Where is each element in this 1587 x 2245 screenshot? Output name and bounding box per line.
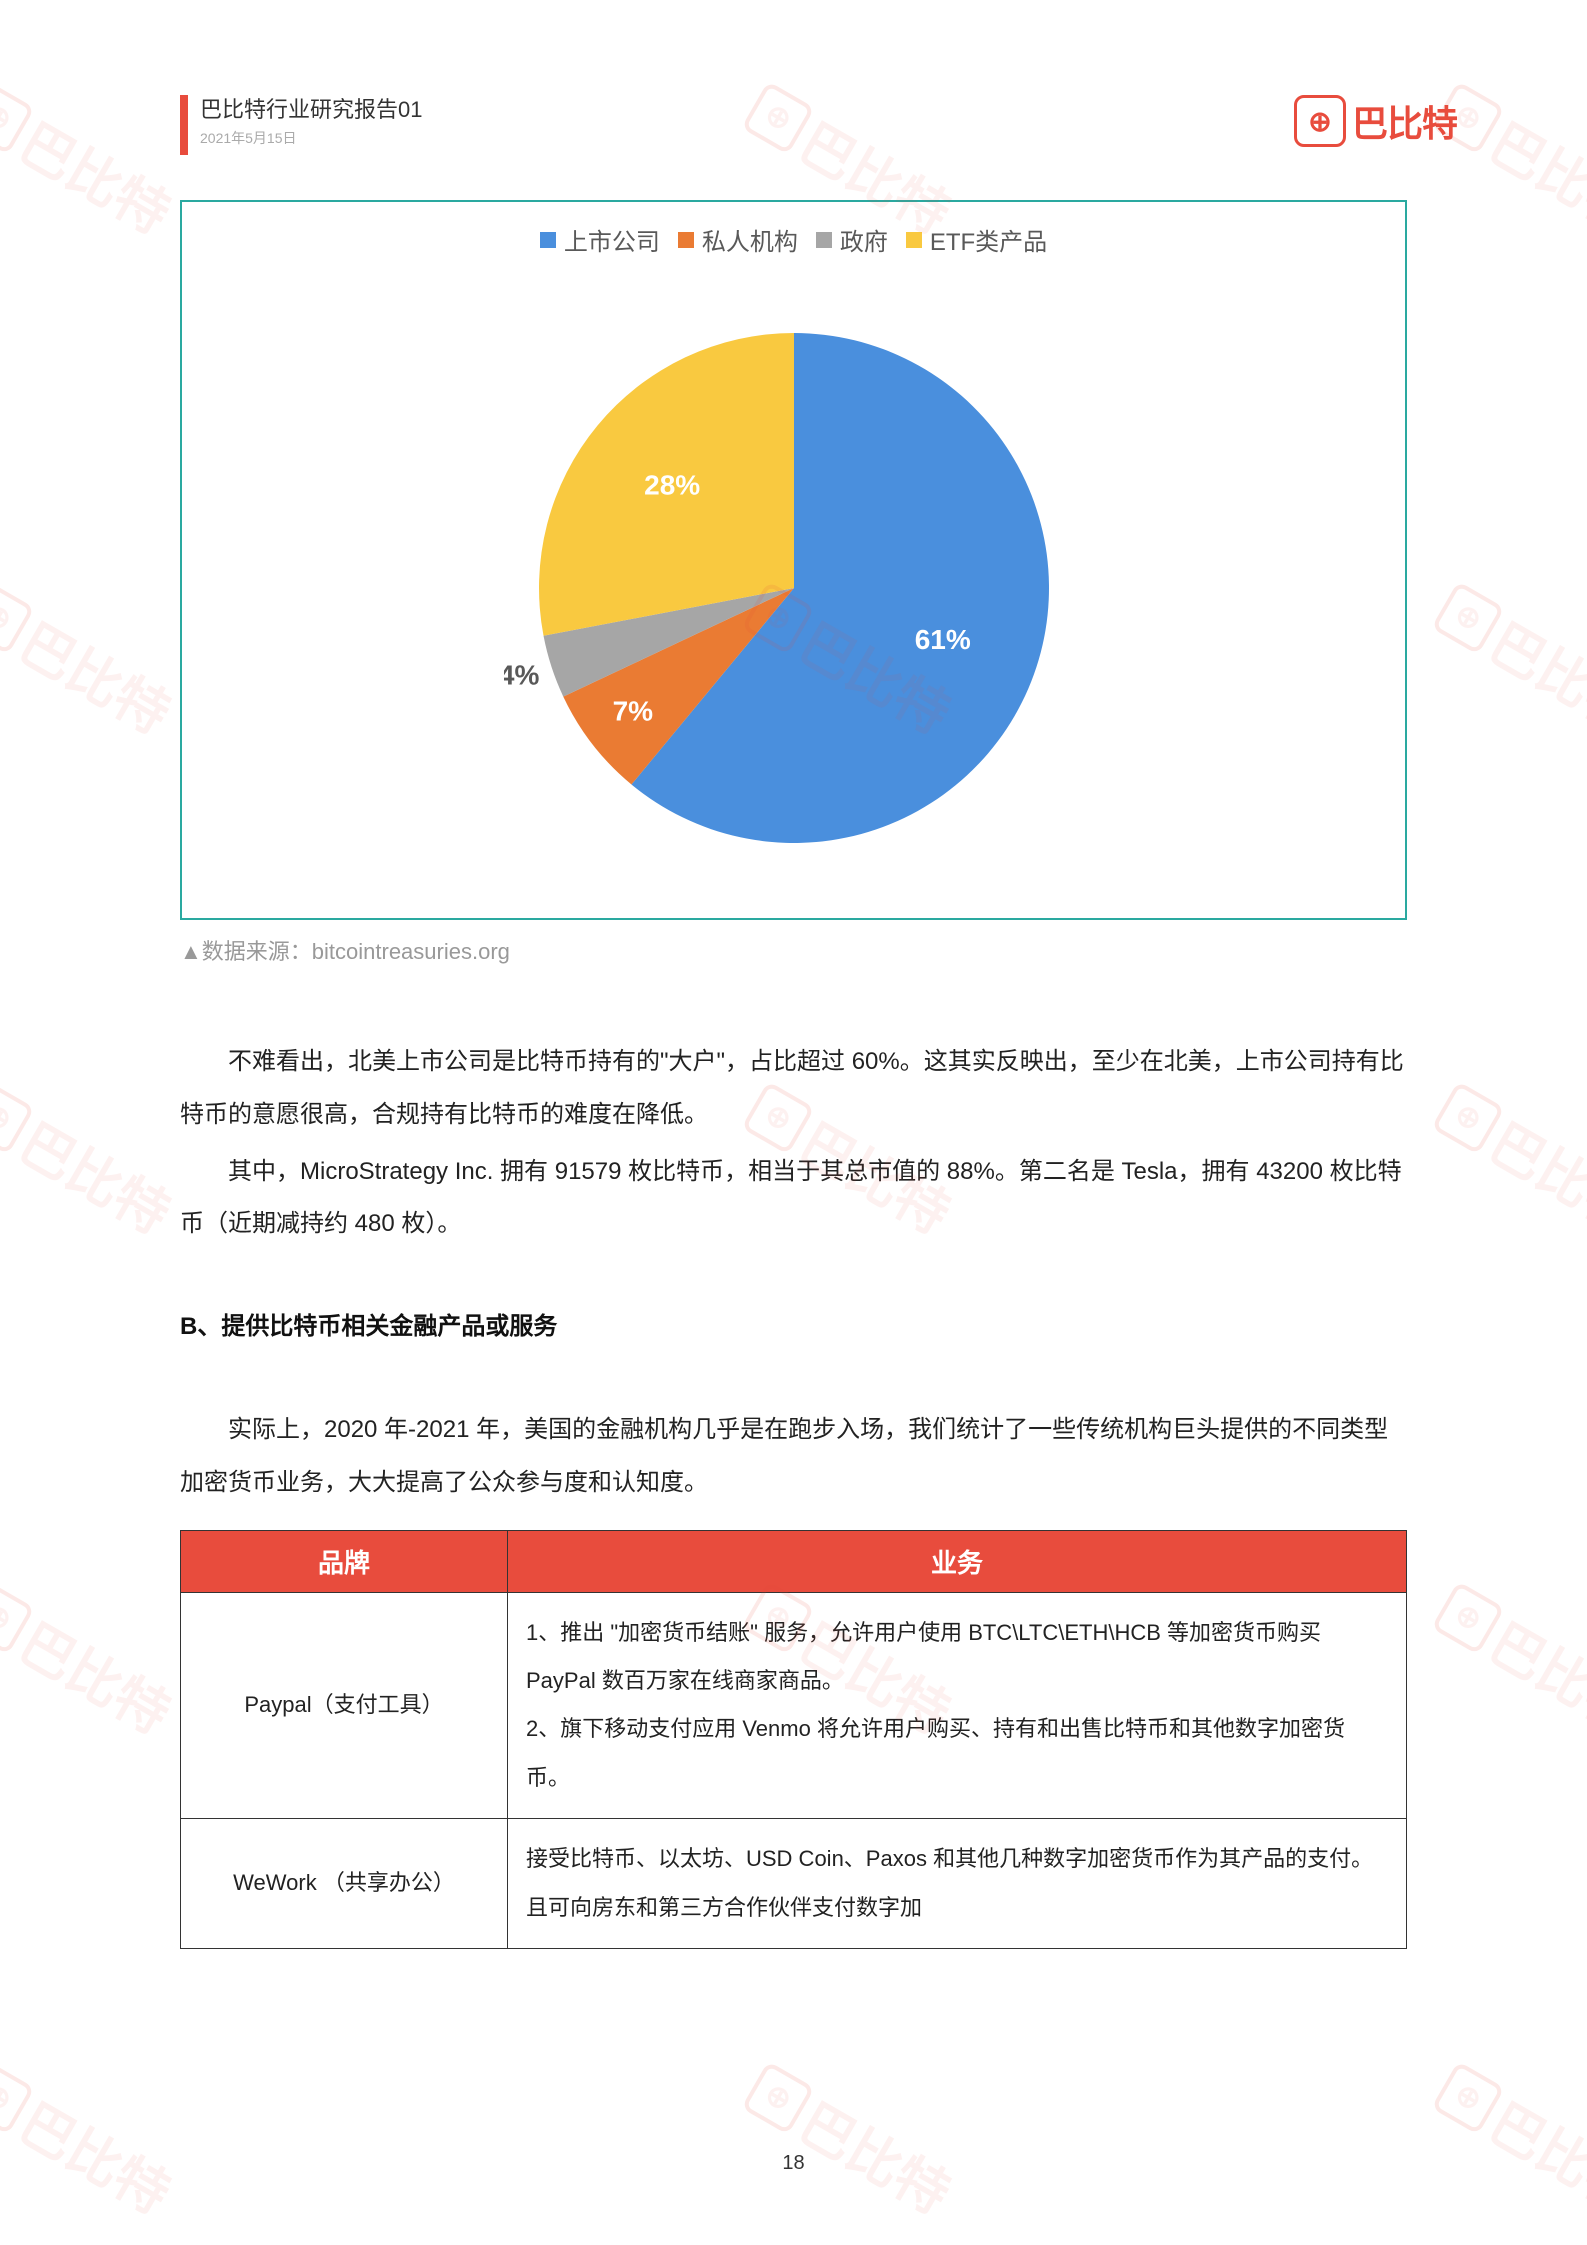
body-text: 不难看出，北美上市公司是比特币持有的"大户"，占比超过 60%。这其实反映出，至… [180, 1036, 1407, 1510]
table-row: Paypal（支付工具）1、推出 "加密货币结账" 服务，允许用户使用 BTC\… [181, 1592, 1407, 1819]
table-row: WeWork （共享办公）接受比特币、以太坊、USD Coin、Paxos 和其… [181, 1819, 1407, 1949]
report-date: 2021年5月15日 [200, 128, 422, 148]
legend-swatch [678, 232, 694, 248]
watermark-icon: ⊕ [1431, 1581, 1505, 1655]
watermark-icon: ⊕ [1431, 1081, 1505, 1155]
chart-source-prefix: ▲数据来源： [180, 939, 312, 964]
brand-logo-icon: ⊕ [1294, 95, 1346, 147]
watermark-icon: ⊕ [0, 2061, 35, 2135]
pie-slice-label: 28% [644, 469, 700, 500]
legend-swatch [816, 232, 832, 248]
pie-slice-label: 4% [504, 659, 539, 690]
brand-logo-text: 巴比特 [1352, 95, 1457, 147]
table-cell-business: 接受比特币、以太坊、USD Coin、Paxos 和其他几种数字加密货币作为其产… [508, 1819, 1407, 1949]
paragraph-2: 其中，MicroStrategy Inc. 拥有 91579 枚比特币，相当于其… [180, 1146, 1407, 1252]
watermark-icon: ⊕ [1431, 581, 1505, 655]
table-cell-brand: WeWork （共享办公） [181, 1819, 508, 1949]
watermark: ⊕巴比特 [1425, 1070, 1587, 1249]
chart-source: ▲数据来源：bitcointreasuries.org [180, 934, 1407, 966]
table-cell-brand: Paypal（支付工具） [181, 1592, 508, 1819]
table-cell-business: 1、推出 "加密货币结账" 服务，允许用户使用 BTC\LTC\ETH\HCB … [508, 1592, 1407, 1819]
watermark-icon: ⊕ [0, 1081, 35, 1155]
brand-logo: ⊕ 巴比特 [1294, 95, 1457, 147]
watermark-icon: ⊕ [0, 81, 35, 155]
header-block: 巴比特行业研究报告01 2021年5月15日 [200, 92, 422, 148]
legend-label: 上市公司 [564, 222, 660, 257]
legend-label: 政府 [840, 222, 888, 257]
page-number: 18 [0, 2152, 1587, 2175]
watermark-icon: ⊕ [0, 1581, 35, 1655]
watermark: ⊕巴比特 [0, 2050, 187, 2229]
watermark-icon: ⊕ [1431, 2061, 1505, 2135]
watermark: ⊕巴比特 [0, 70, 187, 249]
watermark: ⊕巴比特 [0, 570, 187, 749]
watermark-icon: ⊕ [741, 2061, 815, 2135]
legend-item: ETF类产品 [906, 222, 1047, 257]
watermark-icon: ⊕ [0, 581, 35, 655]
legend-label: 私人机构 [702, 222, 798, 257]
watermark: ⊕巴比特 [1425, 1570, 1587, 1749]
watermark: ⊕巴比特 [0, 1070, 187, 1249]
pie-chart-container: 上市公司 私人机构 政府 ETF类产品 61% 7% 4% 28% [180, 200, 1407, 920]
pie-slice-label: 61% [914, 623, 970, 654]
document-page: ⊕巴比特 ⊕巴比特 ⊕巴比特 ⊕巴比特 ⊕巴比特 ⊕巴比特 ⊕巴比特 ⊕巴比特 … [0, 0, 1587, 2245]
report-title: 巴比特行业研究报告01 [200, 92, 422, 124]
watermark: ⊕巴比特 [1425, 570, 1587, 749]
watermark: ⊕巴比特 [0, 1570, 187, 1749]
header-accent-bar [180, 95, 188, 155]
legend-swatch [906, 232, 922, 248]
table-header-brand: 品牌 [181, 1530, 508, 1592]
legend-item: 政府 [816, 222, 888, 257]
legend-item: 上市公司 [540, 222, 660, 257]
legend-swatch [540, 232, 556, 248]
section-b-title: B、提供比特币相关金融产品或服务 [180, 1301, 1407, 1354]
brands-table: 品牌 业务 Paypal（支付工具）1、推出 "加密货币结账" 服务，允许用户使… [180, 1530, 1407, 1949]
watermark-icon: ⊕ [741, 81, 815, 155]
pie-slice-label: 7% [612, 695, 653, 726]
paragraph-1: 不难看出，北美上市公司是比特币持有的"大户"，占比超过 60%。这其实反映出，至… [180, 1036, 1407, 1142]
pie-chart: 61% 7% 4% 28% [504, 267, 1084, 888]
chart-legend: 上市公司 私人机构 政府 ETF类产品 [540, 222, 1047, 257]
chart-source-text: bitcointreasuries.org [312, 939, 510, 964]
watermark: ⊕巴比特 [1425, 2050, 1587, 2229]
table-header-business: 业务 [508, 1530, 1407, 1592]
legend-item: 私人机构 [678, 222, 798, 257]
pie-chart-svg: 61% 7% 4% 28% [504, 288, 1084, 868]
watermark: ⊕巴比特 [735, 2050, 967, 2229]
paragraph-3: 实际上，2020 年-2021 年，美国的金融机构几乎是在跑步入场，我们统计了一… [180, 1404, 1407, 1510]
legend-label: ETF类产品 [930, 222, 1047, 257]
